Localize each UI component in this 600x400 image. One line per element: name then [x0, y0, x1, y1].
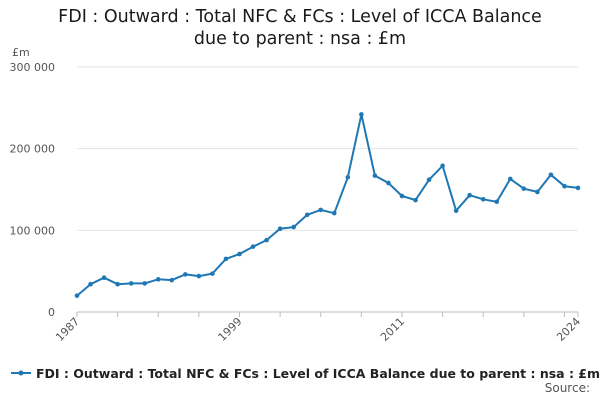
x-axis: 1987 1999 2011 2024	[53, 312, 583, 344]
data-point	[88, 281, 93, 287]
y-tick-label: 0	[48, 306, 55, 319]
data-point	[521, 186, 527, 191]
legend-swatch-icon	[11, 370, 31, 376]
data-point	[291, 224, 296, 230]
data-point	[169, 277, 175, 283]
series-layer	[74, 112, 581, 298]
x-tick-label: 1999	[216, 315, 245, 344]
data-point	[101, 275, 107, 281]
data-point	[494, 199, 500, 205]
data-point	[359, 112, 364, 117]
data-point	[223, 256, 229, 262]
data-point	[575, 185, 581, 191]
legend-label: FDI : Outward : Total NFC & FCs : Level …	[36, 365, 600, 381]
gridlines	[77, 66, 578, 313]
y-tick-label: 100 000	[10, 224, 56, 237]
y-axis-unit-label: £m	[12, 46, 30, 59]
data-point	[331, 210, 337, 216]
data-point	[318, 207, 324, 213]
data-point	[535, 189, 540, 195]
y-tick-label: 200 000	[10, 143, 56, 156]
x-tick-label: 2024	[554, 315, 583, 344]
data-point	[115, 281, 120, 287]
chart-title-line-2: due to parent : nsa : £m	[193, 29, 407, 49]
data-point	[210, 271, 215, 276]
x-tick-label: 2011	[378, 315, 407, 344]
chart-title-line-1: FDI : Outward : Total NFC & FCs : Level …	[58, 7, 542, 27]
data-point	[196, 273, 202, 279]
data-point	[345, 174, 351, 180]
x-tick-label: 1987	[53, 315, 82, 344]
data-point	[372, 173, 378, 178]
y-tick-label: 300 000	[10, 61, 56, 74]
data-point	[413, 197, 418, 203]
data-point	[74, 293, 80, 298]
series-line	[76, 113, 579, 297]
legend[interactable]: FDI : Outward : Total NFC & FCs : Level …	[10, 364, 600, 382]
data-point	[507, 176, 513, 182]
data-point	[399, 193, 405, 199]
data-point	[277, 226, 283, 231]
data-point	[237, 251, 242, 257]
data-point	[467, 192, 472, 198]
data-point	[480, 197, 486, 202]
data-point	[386, 180, 391, 186]
data-point	[183, 272, 188, 277]
data-point	[304, 212, 310, 218]
data-point	[128, 281, 134, 286]
data-point	[426, 177, 432, 182]
data-point	[155, 277, 161, 282]
chart-title: FDI : Outward : Total NFC & FCs : Level …	[0, 6, 600, 50]
data-point	[453, 208, 459, 214]
data-point	[562, 183, 567, 189]
data-point	[548, 172, 554, 178]
source-label[interactable]: Source:	[544, 381, 590, 395]
data-point	[142, 281, 148, 286]
y-axis-ticks: 0 100 000 200 000 300 000	[10, 61, 56, 319]
data-point	[250, 244, 256, 249]
data-point	[264, 237, 269, 243]
data-point	[440, 163, 445, 169]
